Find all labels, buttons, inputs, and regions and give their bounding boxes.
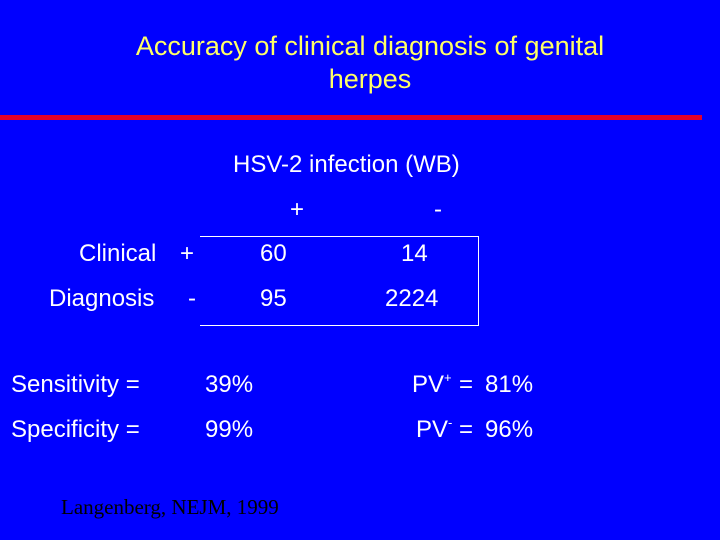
ppv-equals: = [459,371,474,398]
title-divider [0,115,702,120]
contingency-table-border [200,236,479,326]
cell-true-positive: 60 [260,240,287,267]
cell-true-negative: 2224 [385,285,439,312]
citation: Langenberg, NEJM, 1999 [61,495,279,519]
npv-base: PV [416,416,449,443]
npv-label: PV- [416,415,453,447]
sensitivity-value: 39% [205,371,254,398]
specificity-label: Specificity = [11,416,140,443]
ppv-base: PV [412,371,445,398]
column-header: HSV-2 infection (WB) [233,151,460,178]
column-header-positive: + [290,196,305,223]
cell-false-negative: 95 [260,285,287,312]
title-line-2: herpes [328,64,412,94]
row-header-positive: + [180,240,195,267]
sensitivity-label: Sensitivity = [11,371,140,398]
npv-value: 96% [485,416,534,443]
ppv-superscript: + [444,370,452,385]
row-label-diagnosis: Diagnosis [49,285,155,312]
row-header-negative: - [188,285,196,312]
row-label-clinical: Clinical [79,240,157,267]
npv-superscript: - [448,415,453,430]
column-header-negative: - [434,196,442,223]
slide-title: Accuracy of clinical diagnosis of genita… [0,30,720,96]
npv-equals: = [459,416,474,443]
cell-false-positive: 14 [401,240,428,267]
specificity-value: 99% [205,416,254,443]
ppv-value: 81% [485,371,534,398]
ppv-label: PV+ [412,370,452,402]
title-line-1: Accuracy of clinical diagnosis of genita… [135,31,605,61]
